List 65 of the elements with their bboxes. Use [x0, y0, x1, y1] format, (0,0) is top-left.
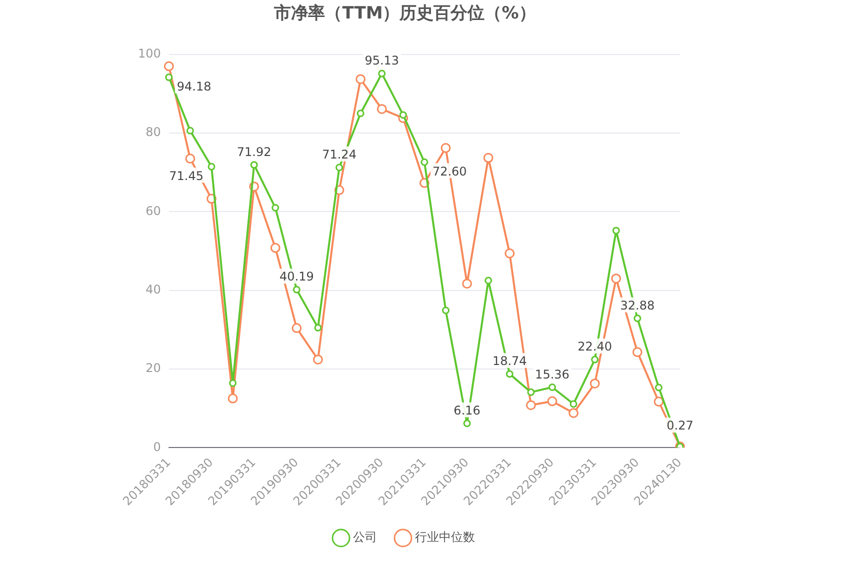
- point: [483, 152, 494, 163]
- point: [272, 204, 280, 212]
- y-tick-label: 40: [146, 282, 161, 296]
- point: [568, 408, 578, 418]
- point: [591, 356, 599, 364]
- point: [612, 226, 620, 234]
- y-tick-label: 0: [153, 440, 161, 454]
- point: [336, 164, 344, 172]
- data-label: 6.16: [454, 404, 480, 418]
- point: [228, 394, 238, 404]
- y-tick-label: 100: [138, 46, 161, 61]
- point: [292, 286, 300, 294]
- point: [376, 104, 387, 114]
- data-label: 18.74: [492, 354, 527, 368]
- legend-label: 公司: [353, 530, 377, 544]
- point: [440, 143, 451, 153]
- point: [632, 347, 642, 358]
- point: [270, 242, 280, 253]
- point: [654, 396, 664, 407]
- point: [611, 274, 622, 284]
- point: [526, 400, 536, 410]
- point: [165, 74, 173, 82]
- point: [314, 324, 322, 332]
- data-label: 71.92: [236, 144, 272, 159]
- point: [208, 162, 216, 170]
- point: [186, 126, 194, 134]
- point: [570, 400, 578, 408]
- point: [654, 384, 662, 392]
- point: [313, 354, 323, 364]
- y-tick-label: 20: [146, 361, 161, 376]
- point: [506, 370, 514, 378]
- point: [634, 314, 642, 322]
- point: [250, 161, 258, 169]
- legend-label: 行业中位数: [415, 530, 475, 544]
- point: [463, 420, 471, 428]
- point: [462, 278, 472, 289]
- point: [292, 323, 302, 334]
- point: [484, 276, 492, 284]
- data-label: 15.36: [535, 367, 570, 382]
- data-label: 71.45: [169, 168, 204, 183]
- point: [527, 388, 535, 396]
- data-label: 71.24: [322, 148, 356, 162]
- chart-title: 市净率（TTM）历史百分位（%）: [273, 4, 536, 24]
- data-label: 0.27: [666, 418, 694, 433]
- data-label: 95.13: [364, 54, 400, 68]
- data-label: 22.40: [578, 340, 612, 354]
- point: [164, 61, 174, 72]
- point: [420, 158, 428, 166]
- point: [547, 396, 558, 406]
- point: [378, 70, 386, 78]
- y-tick-label: 80: [146, 125, 161, 140]
- point: [399, 111, 407, 119]
- point: [442, 306, 450, 314]
- point: [590, 378, 600, 388]
- point: [356, 74, 366, 84]
- data-label: 72.60: [432, 164, 467, 178]
- point: [548, 383, 556, 391]
- point: [229, 379, 237, 387]
- data-label: 94.18: [176, 79, 212, 94]
- data-label: 40.19: [280, 270, 314, 284]
- point: [185, 154, 196, 164]
- point: [356, 110, 364, 118]
- data-label: 32.88: [620, 298, 655, 312]
- point: [504, 248, 515, 258]
- y-tick-label: 60: [146, 204, 161, 218]
